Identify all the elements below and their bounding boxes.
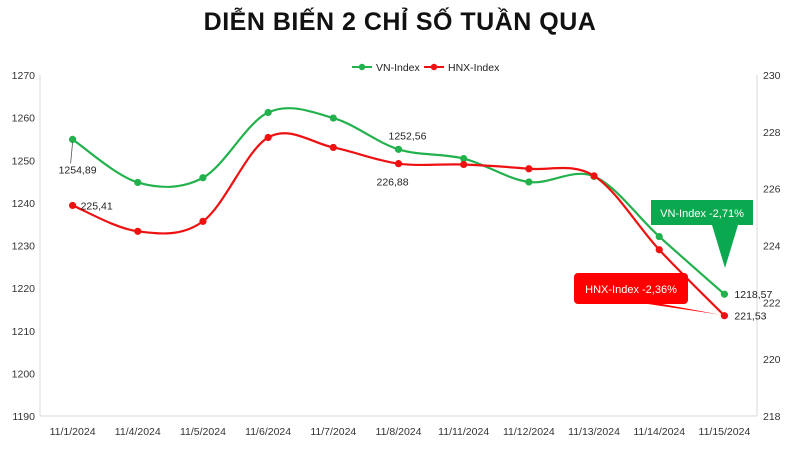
x-tick-label: 11/1/2024 <box>50 426 96 438</box>
data-label: 225,41 <box>81 200 113 212</box>
data-point-hnx-index <box>655 246 663 254</box>
y-left-tick-label: 1220 <box>12 283 36 295</box>
data-point-hnx-index <box>199 217 207 225</box>
legend-marker <box>358 63 366 71</box>
data-point-hnx-index <box>134 227 142 235</box>
x-tick-label: 11/12/2024 <box>503 426 555 438</box>
data-label: 1254,89 <box>59 164 97 176</box>
y-left-tick-label: 1190 <box>12 411 35 423</box>
data-point-vn-index <box>394 145 403 153</box>
data-point-hnx-index <box>460 160 468 169</box>
data-label: 1218,57 <box>734 289 772 301</box>
data-label: 226,88 <box>377 177 409 189</box>
chart-title: DIỄN BIẾN 2 CHỈ SỐ TUẦN QUA <box>203 8 597 36</box>
data-point-hnx-index <box>68 201 77 210</box>
data-point-hnx-index <box>590 172 598 180</box>
x-tick-label: 11/5/2024 <box>180 426 226 438</box>
data-point-vn-index <box>264 108 272 117</box>
data-point-vn-index <box>525 178 533 186</box>
callout-vn-index-label: VN-Index -2,71% <box>660 208 744 220</box>
y-left-tick-label: 1270 <box>12 70 36 82</box>
x-tick-label: 11/13/2024 <box>568 426 620 438</box>
data-point-vn-index <box>329 114 337 122</box>
data-point-hnx-index <box>329 143 337 152</box>
x-tick-label: 11/8/2024 <box>376 426 422 438</box>
y-left-tick-label: 1200 <box>12 368 36 380</box>
legend-marker <box>430 63 438 71</box>
y-left-tick-label: 1230 <box>12 241 36 253</box>
x-tick-label: 11/4/2024 <box>115 426 161 438</box>
callout-hnx-index-label: HNX-Index -2,36% <box>585 284 677 296</box>
y-left-tick-label: 1250 <box>12 155 36 167</box>
data-point-hnx-index <box>264 133 272 142</box>
legend-label: HNX-Index <box>448 62 500 74</box>
data-point-vn-index <box>655 232 663 241</box>
y-right-tick-label: 218 <box>763 411 781 423</box>
x-tick-label: 11/11/2024 <box>438 426 489 438</box>
y-left-tick-label: 1260 <box>12 113 36 125</box>
data-point-hnx-index <box>525 165 533 173</box>
x-tick-label: 11/15/2024 <box>699 426 751 438</box>
data-point-vn-index <box>134 178 142 187</box>
y-right-tick-label: 222 <box>763 297 781 309</box>
callout-hnx-index <box>574 273 688 304</box>
y-right-tick-label: 220 <box>763 354 781 366</box>
y-right-tick-label: 224 <box>763 241 781 253</box>
data-label: 221,53 <box>734 311 766 323</box>
legend-label: VN-Index <box>376 62 421 74</box>
data-label: 1252,56 <box>389 130 427 142</box>
y-right-tick-label: 228 <box>763 127 781 139</box>
x-tick-label: 11/6/2024 <box>245 426 291 438</box>
callout-vn-index <box>651 200 753 268</box>
y-right-tick-label: 230 <box>763 70 781 82</box>
x-tick-label: 11/14/2024 <box>633 426 685 438</box>
x-tick-label: 11/7/2024 <box>310 426 356 438</box>
data-label-leader <box>70 142 73 164</box>
y-left-tick-label: 1210 <box>12 326 36 338</box>
data-point-vn-index <box>720 290 729 298</box>
y-left-tick-label: 1240 <box>12 198 36 210</box>
data-point-vn-index <box>460 154 468 163</box>
data-point-hnx-index <box>720 312 729 320</box>
data-point-vn-index <box>68 135 77 144</box>
data-point-vn-index <box>199 174 207 182</box>
y-right-tick-label: 226 <box>763 184 781 196</box>
data-point-hnx-index <box>394 160 403 168</box>
